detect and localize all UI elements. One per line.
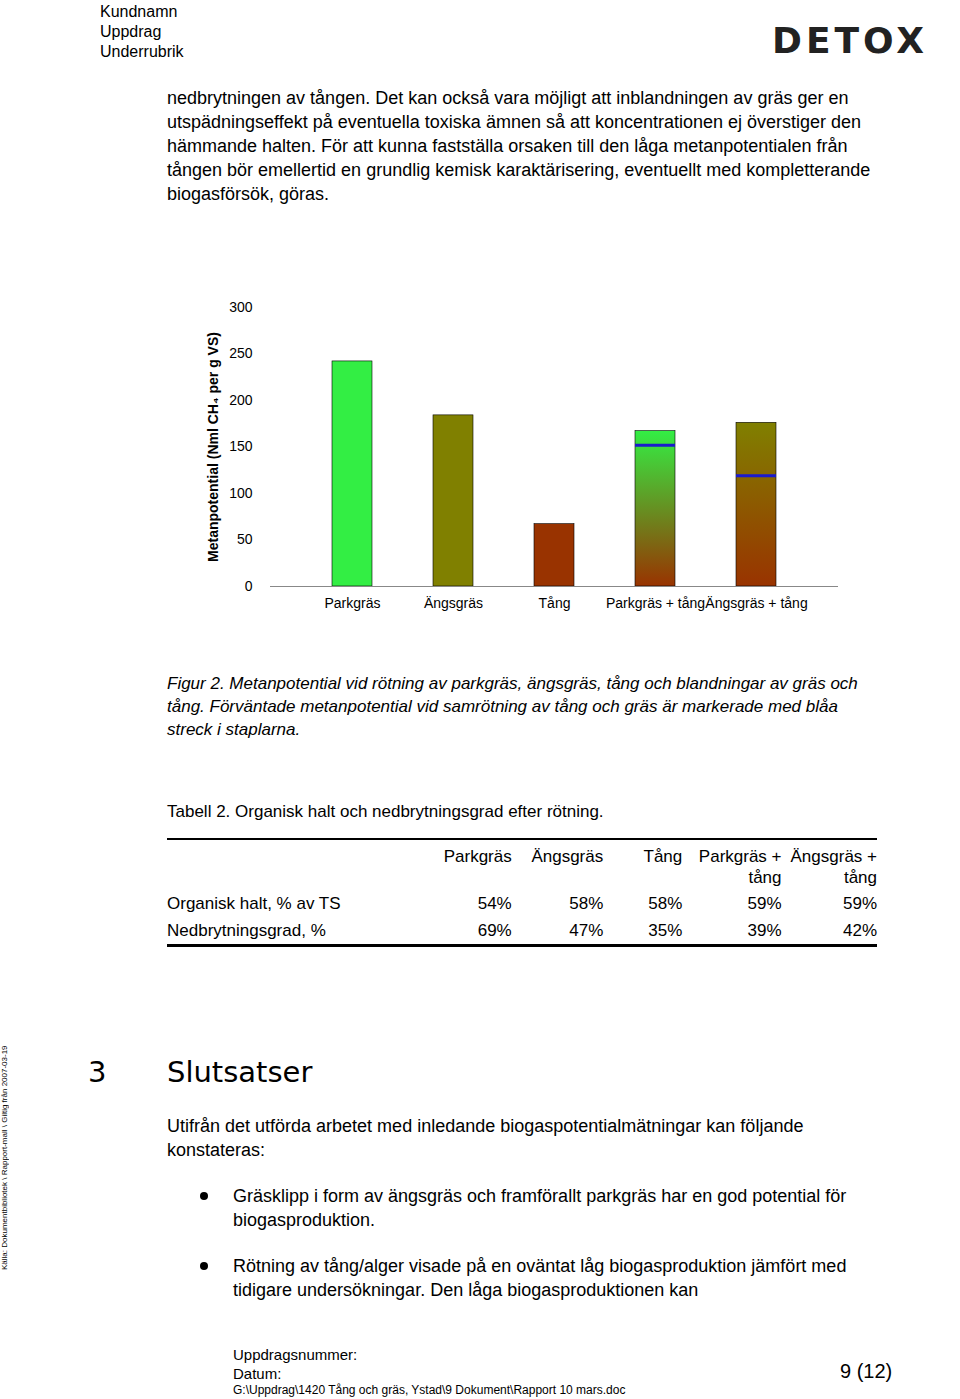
html-text:Kundnamn: Kundnamn — [100, 3, 178, 20]
svg-text:Parkgräs: Parkgräs — [324, 595, 380, 611]
html-text:Rötning av tång/alger visade p: Rötning av tång/alger visade på en ovänt… — [233, 1256, 847, 1300]
html-text:35%: 35% — [648, 921, 683, 940]
html-text:Underrubrik: Underrubrik — [100, 43, 184, 60]
html-text:Tabell 2. Organisk halt och ne: Tabell 2. Organisk halt och nedbrytnings… — [167, 802, 604, 821]
html-text:Datum:: Datum: — [233, 1365, 282, 1382]
svg-text:Parkgräs + tång: Parkgräs + tång — [606, 595, 705, 611]
html-text:9 (12): 9 (12) — [840, 1360, 893, 1382]
html-text:39%: 39% — [747, 921, 782, 940]
svg-text:Ängsgräs + tång: Ängsgräs + tång — [705, 595, 807, 611]
html-text:Källa: Dokumentbibliotek \ Rap: Källa: Dokumentbibliotek \ Rapport-mall … — [0, 1045, 9, 1270]
html-text:Parkgräs: Parkgräs — [443, 847, 512, 866]
html-text:58%: 58% — [569, 894, 604, 913]
html-text:Organisk halt, % av TS: Organisk halt, % av TS — [167, 894, 341, 913]
svg-text:150: 150 — [229, 438, 253, 454]
html-text:nedbrytningen av tången. Det k: nedbrytningen av tången. Det kan också v… — [167, 88, 871, 204]
html-text:54%: 54% — [477, 894, 512, 913]
svg-text:250: 250 — [229, 345, 253, 361]
html-text:69%: 69% — [477, 921, 512, 940]
html-text:58%: 58% — [648, 894, 683, 913]
html-text:3: 3 — [88, 1055, 107, 1089]
svg-text:0: 0 — [245, 578, 253, 594]
html-text:DETOX: DETOX — [772, 20, 929, 61]
html-text:59%: 59% — [843, 894, 877, 913]
html-text:Parkgräs + tång: Parkgräs + tång — [698, 847, 782, 887]
html-text:Uppdragsnummer:: Uppdragsnummer: — [233, 1346, 358, 1363]
html-text:Figur 2. Metanpotential vid rö: Figur 2. Metanpotential vid rötning av p… — [167, 674, 858, 739]
svg-text:50: 50 — [237, 531, 253, 547]
html-text:47%: 47% — [569, 921, 604, 940]
html-text:Ängsgräs + tång: Ängsgräs + tång — [790, 847, 877, 887]
html-text:Slutsatser: Slutsatser — [167, 1055, 313, 1089]
svg-text:300: 300 — [229, 299, 253, 315]
svg-text:100: 100 — [229, 485, 253, 501]
html-text:G:\Uppdrag\1420 Tång och gräs,: G:\Uppdrag\1420 Tång och gräs, Ystad\9 D… — [233, 1383, 626, 1397]
html-text:Nedbrytningsgrad, %: Nedbrytningsgrad, % — [167, 921, 326, 940]
html-text:Ängsgräs: Ängsgräs — [531, 847, 604, 866]
svg-text:Ängsgräs: Ängsgräs — [424, 595, 483, 611]
svg-text:Tång: Tång — [539, 595, 571, 611]
html-text:42%: 42% — [843, 921, 877, 940]
html-text:59%: 59% — [747, 894, 782, 913]
svg-text:200: 200 — [229, 392, 253, 408]
html-text:Gräsklipp i form av ängsgräs o: Gräsklipp i form av ängsgräs och framför… — [233, 1186, 847, 1230]
html-text:Utifrån det utförda arbetet me: Utifrån det utförda arbetet med inledand… — [167, 1116, 804, 1160]
svg-text:Metanpotential (Nml CH₄ per g: Metanpotential (Nml CH₄ per g VS) — [205, 332, 221, 562]
html-text:Uppdrag: Uppdrag — [100, 23, 162, 40]
html-text:Tång: Tång — [643, 847, 683, 866]
